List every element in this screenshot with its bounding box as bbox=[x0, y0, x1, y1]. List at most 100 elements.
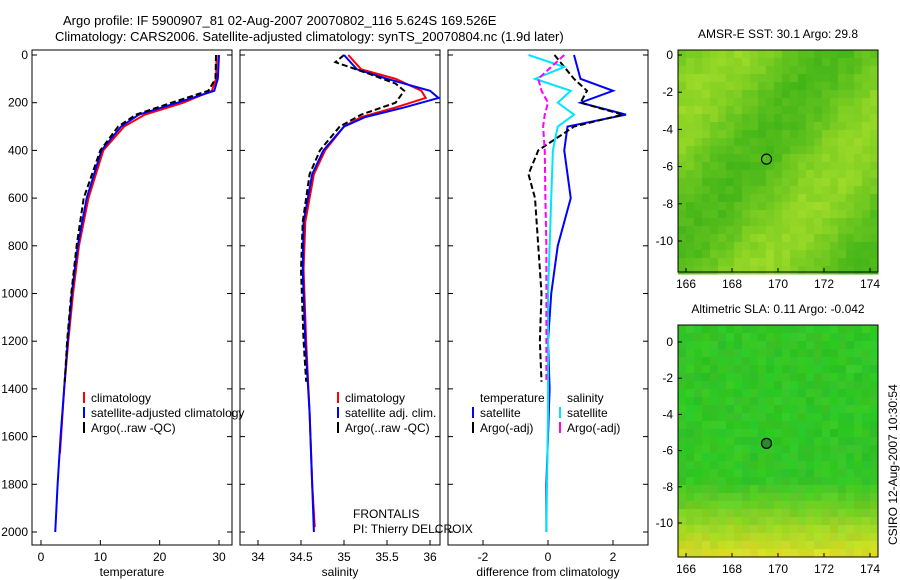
heatmap-cell bbox=[854, 421, 863, 430]
heatmap-cell bbox=[862, 469, 871, 478]
heatmap-cell bbox=[750, 373, 759, 382]
heatmap-cell bbox=[694, 242, 703, 251]
heatmap-cell bbox=[790, 266, 799, 275]
heatmap-cell bbox=[702, 210, 711, 219]
heatmap-cell bbox=[854, 74, 863, 83]
heatmap-cell bbox=[758, 421, 767, 430]
heatmap-cell bbox=[742, 266, 751, 275]
heatmap-cell bbox=[774, 98, 783, 107]
heatmap-cell bbox=[862, 541, 871, 550]
heatmap-cell bbox=[766, 226, 775, 235]
heatmap-cell bbox=[854, 517, 863, 526]
heatmap-cell bbox=[726, 170, 735, 179]
heatmap-cell bbox=[790, 194, 799, 203]
heatmap-cell bbox=[854, 162, 863, 171]
heatmap-cell bbox=[846, 357, 855, 366]
heatmap-cell bbox=[862, 250, 871, 259]
heatmap-cell bbox=[774, 258, 783, 267]
heatmap-cell bbox=[830, 541, 839, 550]
heatmap-cell bbox=[830, 74, 839, 83]
heatmap-cell bbox=[790, 389, 799, 398]
heatmap-cell bbox=[870, 541, 879, 550]
heatmap-cell bbox=[766, 162, 775, 171]
heatmap-cell bbox=[814, 429, 823, 438]
heatmap-cell bbox=[782, 501, 791, 510]
heatmap-cell bbox=[726, 266, 735, 275]
heatmap-cell bbox=[758, 122, 767, 131]
heatmap-cell bbox=[726, 421, 735, 430]
heatmap-cell bbox=[782, 130, 791, 139]
heatmap-cell bbox=[694, 429, 703, 438]
heatmap-cell bbox=[750, 90, 759, 99]
heatmap-cell bbox=[790, 509, 799, 518]
heatmap-cell bbox=[750, 541, 759, 550]
heatmap-cell bbox=[830, 194, 839, 203]
heatmap-cell bbox=[822, 525, 831, 534]
heatmap-cell bbox=[686, 421, 695, 430]
heatmap-cell bbox=[814, 373, 823, 382]
heatmap-cell bbox=[846, 210, 855, 219]
heatmap-cell bbox=[798, 421, 807, 430]
heatmap-cell bbox=[830, 122, 839, 131]
heatmap-cell bbox=[766, 186, 775, 195]
heatmap-cell bbox=[718, 509, 727, 518]
heatmap-cell bbox=[862, 258, 871, 267]
heatmap-cell bbox=[702, 146, 711, 155]
heatmap-cell bbox=[766, 325, 775, 334]
heatmap-cell bbox=[790, 445, 799, 454]
heatmap-cell bbox=[686, 381, 695, 390]
heatmap-cell bbox=[758, 413, 767, 422]
heatmap-cell bbox=[734, 477, 743, 486]
heatmap-cell bbox=[838, 485, 847, 494]
heatmap-cell bbox=[846, 266, 855, 275]
heatmap-cell bbox=[806, 389, 815, 398]
heatmap-cell bbox=[686, 250, 695, 259]
heatmap-cell bbox=[702, 357, 711, 366]
heatmap-cell bbox=[814, 421, 823, 430]
heatmap-cell bbox=[782, 66, 791, 75]
heatmap-cell bbox=[678, 58, 687, 67]
heatmap-cell bbox=[734, 453, 743, 462]
legend-label: temperature bbox=[480, 391, 545, 405]
heatmap-cell bbox=[870, 405, 879, 414]
heatmap-cell bbox=[710, 541, 719, 550]
heatmap-cell bbox=[734, 162, 743, 171]
heatmap-cell bbox=[854, 445, 863, 454]
heatmap-cell bbox=[726, 397, 735, 406]
heatmap-cell bbox=[718, 162, 727, 171]
heatmap-cell bbox=[854, 98, 863, 107]
heatmap-cell bbox=[790, 397, 799, 406]
heatmap-cell bbox=[854, 266, 863, 275]
heatmap-cell bbox=[838, 242, 847, 251]
heatmap-cell bbox=[774, 365, 783, 374]
heatmap-cell bbox=[734, 541, 743, 550]
heatmap-cell bbox=[734, 82, 743, 91]
heatmap-cell bbox=[726, 381, 735, 390]
heatmap-cell bbox=[830, 258, 839, 267]
heatmap-cell bbox=[734, 549, 743, 558]
heatmap-cell bbox=[710, 178, 719, 187]
heatmap-cell bbox=[838, 218, 847, 227]
heatmap-cell bbox=[790, 90, 799, 99]
heatmap-cell bbox=[726, 242, 735, 251]
heatmap-cell bbox=[710, 202, 719, 211]
heatmap-cell bbox=[838, 477, 847, 486]
heatmap-cell bbox=[702, 186, 711, 195]
heatmap-cell bbox=[702, 477, 711, 486]
heatmap-cell bbox=[814, 114, 823, 123]
heatmap-cell bbox=[734, 114, 743, 123]
heatmap-cell bbox=[798, 250, 807, 259]
x-tick-label: 2 bbox=[610, 550, 617, 564]
heatmap-cell bbox=[822, 50, 831, 59]
heatmap-cell bbox=[814, 437, 823, 446]
heatmap-cell bbox=[718, 130, 727, 139]
heatmap-cell bbox=[686, 266, 695, 275]
x-tick-label: 170 bbox=[768, 562, 788, 576]
heatmap-cell bbox=[694, 66, 703, 75]
heatmap-cell bbox=[854, 533, 863, 542]
heatmap-cell bbox=[870, 154, 879, 163]
heatmap-cell bbox=[758, 210, 767, 219]
heatmap-cell bbox=[742, 66, 751, 75]
heatmap-cell bbox=[734, 170, 743, 179]
